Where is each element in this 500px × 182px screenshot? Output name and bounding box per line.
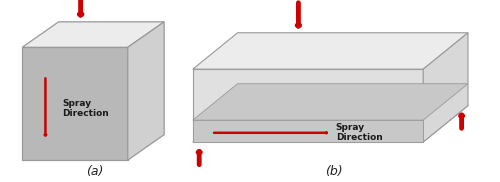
- Text: Spray
Direction: Spray Direction: [336, 123, 382, 143]
- Text: (b): (b): [325, 165, 342, 178]
- Polygon shape: [128, 22, 164, 160]
- Polygon shape: [22, 22, 164, 47]
- Polygon shape: [193, 84, 468, 120]
- Polygon shape: [193, 106, 468, 142]
- Polygon shape: [193, 33, 468, 69]
- Polygon shape: [193, 120, 423, 142]
- Polygon shape: [423, 33, 468, 142]
- Polygon shape: [193, 69, 423, 142]
- Text: Spray
Direction: Spray Direction: [62, 99, 109, 118]
- Text: (a): (a): [86, 165, 104, 178]
- Polygon shape: [22, 47, 128, 160]
